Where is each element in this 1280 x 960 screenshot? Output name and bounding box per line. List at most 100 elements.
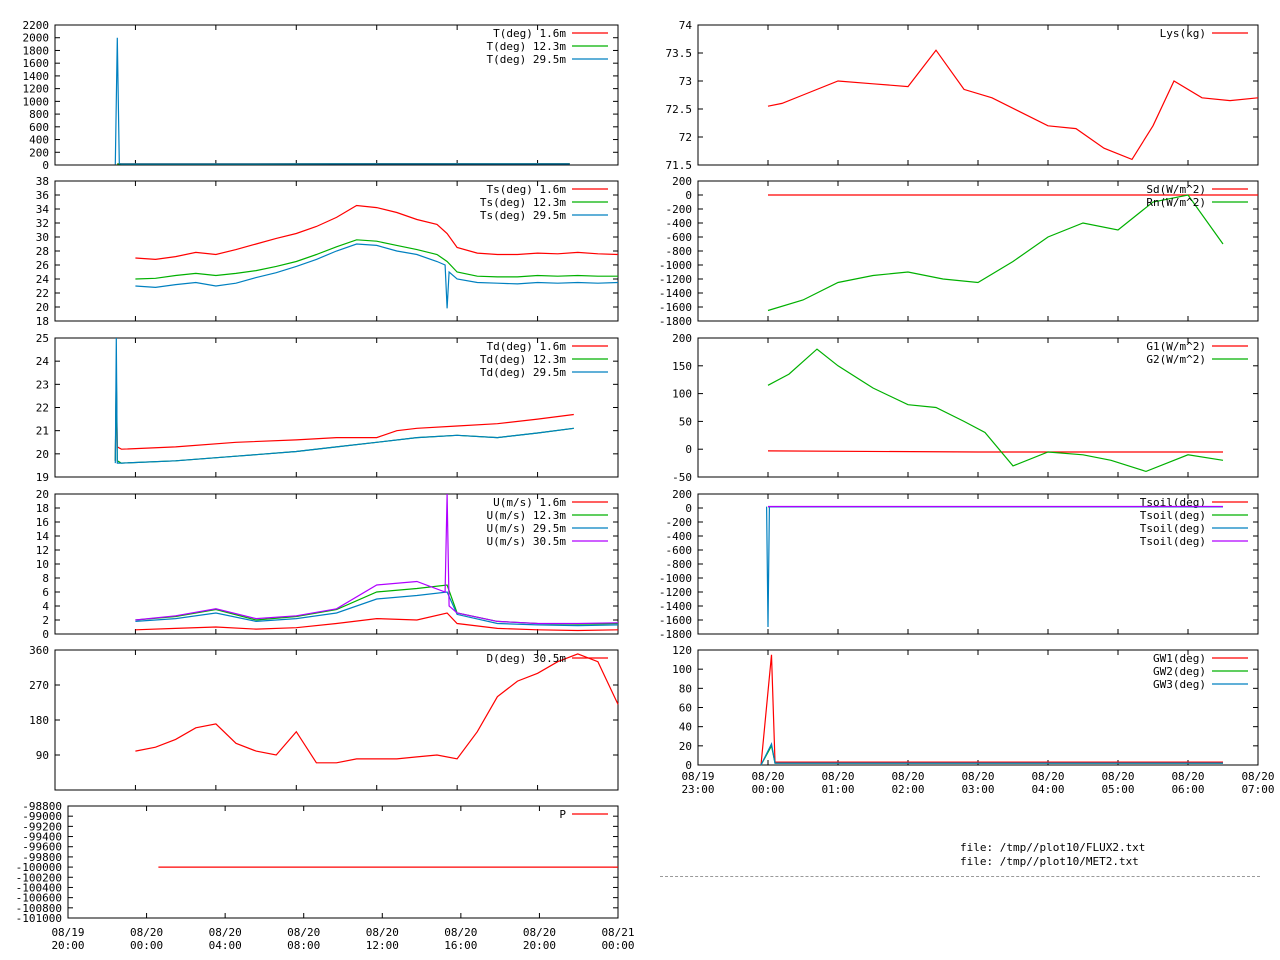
y-tick-label: 1200 (23, 83, 50, 96)
y-tick-label: 10 (36, 558, 49, 571)
panel-9: -50 0 50 100 150 200 G1(W/m^2)G2(W/m^2) (672, 332, 1259, 484)
y-tick-label: 20 (679, 740, 692, 753)
series-line-1 (135, 612, 619, 632)
y-tick-label: -50 (672, 471, 692, 484)
y-tick-label: 200 (672, 488, 692, 501)
legend-label: Ts(deg) 1.6m (487, 183, 567, 196)
right-x-tick-label: 08/19 (681, 770, 714, 783)
series-line-1 (114, 384, 574, 461)
panel-7: 71.5 72 72.5 73 73.5 74 Lys(kg) (666, 19, 1259, 172)
y-tick-label: 50 (679, 415, 692, 428)
y-tick-label: 80 (679, 682, 692, 695)
right-x-tick-label: 08/20 (1031, 770, 1064, 783)
y-tick-label: 19 (36, 471, 49, 484)
legend-label: Td(deg) 12.3m (480, 353, 566, 366)
right-x-tick-label: 08/20 (891, 770, 924, 783)
series-line-2 (114, 372, 574, 464)
y-tick-label: 200 (672, 332, 692, 345)
plot-frame (54, 24, 619, 166)
y-tick-label: 73.5 (666, 47, 693, 60)
y-tick-label: 0 (42, 159, 49, 172)
y-tick-label: 0 (685, 443, 692, 456)
y-tick-label: -99800 (22, 851, 62, 864)
y-tick-label: -400 (666, 217, 693, 230)
y-tick-label: -800 (666, 245, 693, 258)
y-tick-label: 0 (685, 189, 692, 202)
y-tick-label: 100 (672, 388, 692, 401)
left-x-tick-label: 20:00 (51, 939, 84, 952)
legend-label: Tsoil(deg) (1140, 509, 1206, 522)
y-tick-label: -1800 (659, 315, 692, 328)
y-tick-label: 120 (672, 644, 692, 657)
series-line-4 (135, 493, 619, 625)
series-line-1 (135, 204, 619, 261)
y-tick-label: 100 (672, 663, 692, 676)
y-tick-label: -1800 (659, 628, 692, 641)
y-tick-label: 270 (29, 679, 49, 692)
y-tick-label: -800 (666, 558, 693, 571)
y-tick-label: 36 (36, 189, 49, 202)
series-line-1 (760, 654, 1223, 766)
y-tick-label: 2000 (23, 32, 50, 45)
y-tick-label: 22 (36, 287, 49, 300)
legend-label: T(deg) 1.6m (493, 27, 566, 40)
legend-label: T(deg) 12.3m (487, 40, 567, 53)
legend-label: Tsoil(deg) (1140, 496, 1206, 509)
legend-label: GW1(deg) (1153, 652, 1206, 665)
right-x-tick-label: 08/20 (1171, 770, 1204, 783)
y-tick-label: 200 (29, 146, 49, 159)
y-tick-label: -400 (666, 530, 693, 543)
y-tick-label: 40 (679, 721, 692, 734)
left-x-tick-label: 08/20 (130, 926, 163, 939)
series-line-2 (767, 348, 1224, 473)
y-tick-label: 8 (42, 572, 49, 585)
right-x-tick-label: 08/20 (961, 770, 994, 783)
y-tick-label: -600 (666, 231, 693, 244)
y-tick-label: 16 (36, 516, 49, 529)
legend-label: G1(W/m^2) (1146, 340, 1206, 353)
right-x-tick-label: 07:00 (1241, 783, 1274, 796)
y-tick-label: 24 (36, 273, 50, 286)
legend-label: GW3(deg) (1153, 678, 1206, 691)
y-tick-label: 74 (679, 19, 693, 32)
y-tick-label: 25 (36, 332, 49, 345)
left-x-tick-label: 20:00 (523, 939, 556, 952)
y-tick-label: 72 (679, 131, 692, 144)
file-label-2: file: /tmp//plot10/MET2.txt (960, 855, 1139, 868)
divider-line (660, 876, 1260, 877)
right-x-tick-label: 08/20 (821, 770, 854, 783)
y-tick-label: -1000 (659, 259, 692, 272)
panel-6: -101000-100800-100600-100400-100200-1000… (16, 800, 619, 925)
y-tick-label: -600 (666, 544, 693, 557)
y-tick-label: 18 (36, 315, 49, 328)
y-tick-label: 6 (42, 586, 49, 599)
right-x-tick-label: 03:00 (961, 783, 994, 796)
y-tick-label: 24 (36, 355, 50, 368)
y-tick-label: 200 (672, 175, 692, 188)
y-tick-label: 1800 (23, 44, 50, 57)
y-tick-label: 0 (685, 502, 692, 515)
right-x-tick-label: 04:00 (1031, 783, 1064, 796)
legend-label: Sd(W/m^2) (1146, 183, 1206, 196)
plot-frame (54, 649, 619, 791)
y-tick-label: 23 (36, 378, 49, 391)
series-line-3 (760, 742, 1223, 766)
y-tick-label: 60 (679, 702, 692, 715)
left-x-tick-label: 08:00 (287, 939, 320, 952)
y-tick-label: 1600 (23, 57, 50, 70)
y-tick-label: 600 (29, 121, 49, 134)
right-x-tick-label: 08/20 (751, 770, 784, 783)
left-x-tick-label: 08/20 (444, 926, 477, 939)
y-tick-label: 180 (29, 714, 49, 727)
y-tick-label: 21 (36, 425, 49, 438)
legend-label: Tsoil(deg) (1140, 535, 1206, 548)
legend-label: Ts(deg) 29.5m (480, 209, 566, 222)
legend-label: Td(deg) 1.6m (487, 340, 567, 353)
y-tick-label: -1600 (659, 614, 692, 627)
left-x-tick-label: 04:00 (209, 939, 242, 952)
y-tick-label: 72.5 (666, 103, 693, 116)
legend-label: U(m/s) 29.5m (487, 522, 567, 535)
